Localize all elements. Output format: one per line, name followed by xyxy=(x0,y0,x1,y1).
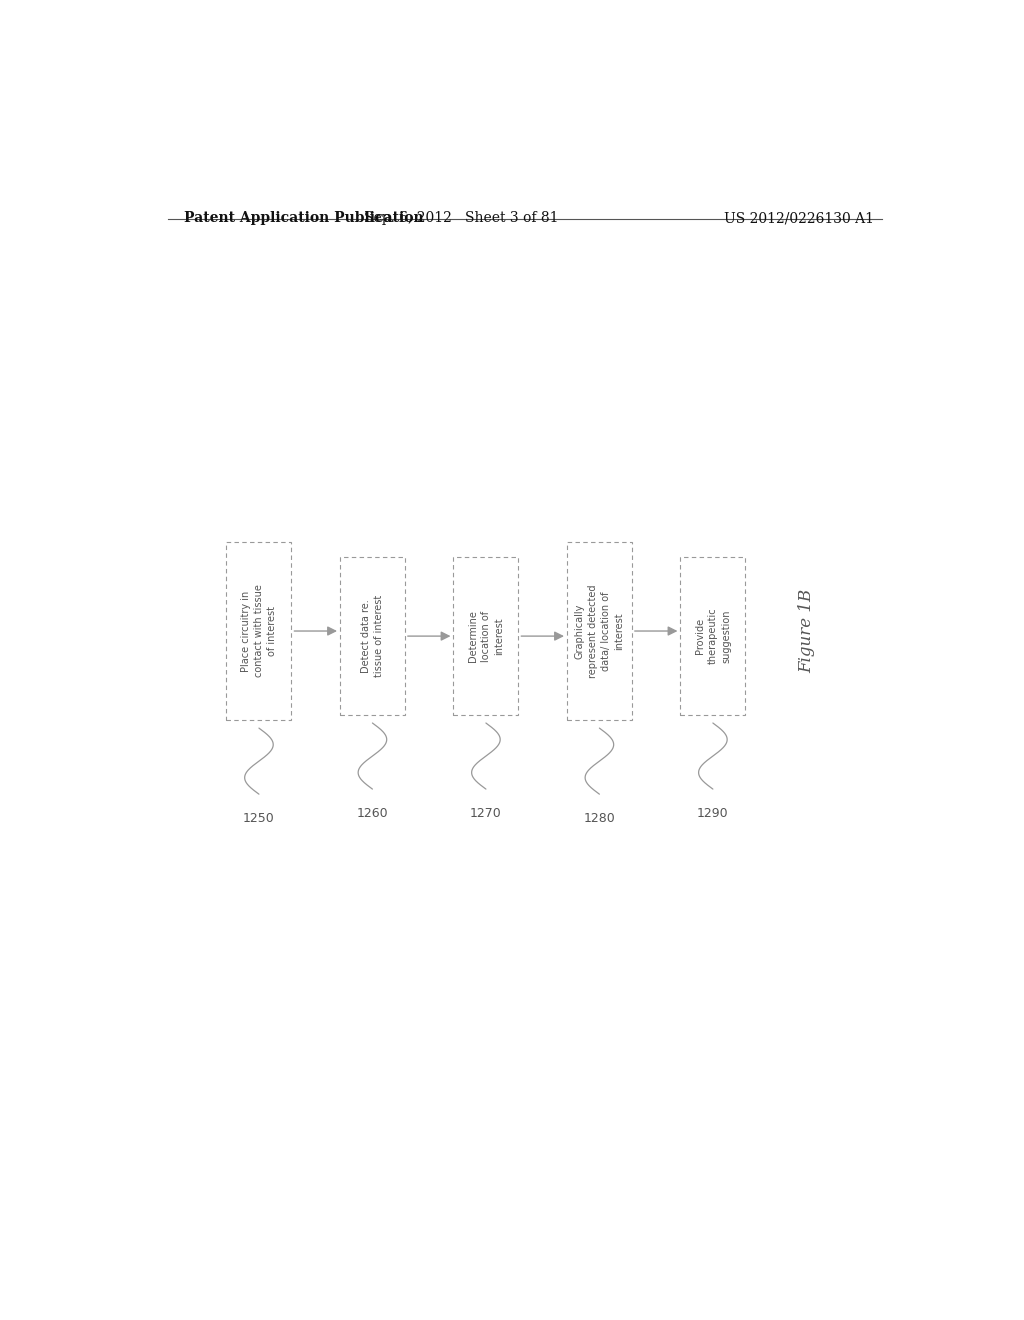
Text: Determine
location of
interest: Determine location of interest xyxy=(468,610,504,663)
FancyBboxPatch shape xyxy=(454,557,518,715)
Text: 1280: 1280 xyxy=(584,812,615,825)
Text: Detect data re.
tissue of interest: Detect data re. tissue of interest xyxy=(360,595,384,677)
FancyBboxPatch shape xyxy=(226,543,292,719)
Text: Figure 1B: Figure 1B xyxy=(798,589,815,673)
Text: Place circuitry in
contact with tissue
of interest: Place circuitry in contact with tissue o… xyxy=(241,585,278,677)
FancyBboxPatch shape xyxy=(340,557,404,715)
Text: 1260: 1260 xyxy=(356,808,388,820)
Text: Sep. 6, 2012   Sheet 3 of 81: Sep. 6, 2012 Sheet 3 of 81 xyxy=(365,211,558,226)
Text: Provide
therapeutic
suggestion: Provide therapeutic suggestion xyxy=(694,607,731,664)
FancyBboxPatch shape xyxy=(567,543,632,719)
Text: 1290: 1290 xyxy=(697,808,729,820)
FancyBboxPatch shape xyxy=(680,557,745,715)
Text: US 2012/0226130 A1: US 2012/0226130 A1 xyxy=(724,211,873,226)
Text: Patent Application Publication: Patent Application Publication xyxy=(183,211,423,226)
Text: 1270: 1270 xyxy=(470,808,502,820)
Text: Graphically
represent detected
data/ location of
interest: Graphically represent detected data/ loc… xyxy=(574,585,625,677)
Text: 1250: 1250 xyxy=(243,812,274,825)
